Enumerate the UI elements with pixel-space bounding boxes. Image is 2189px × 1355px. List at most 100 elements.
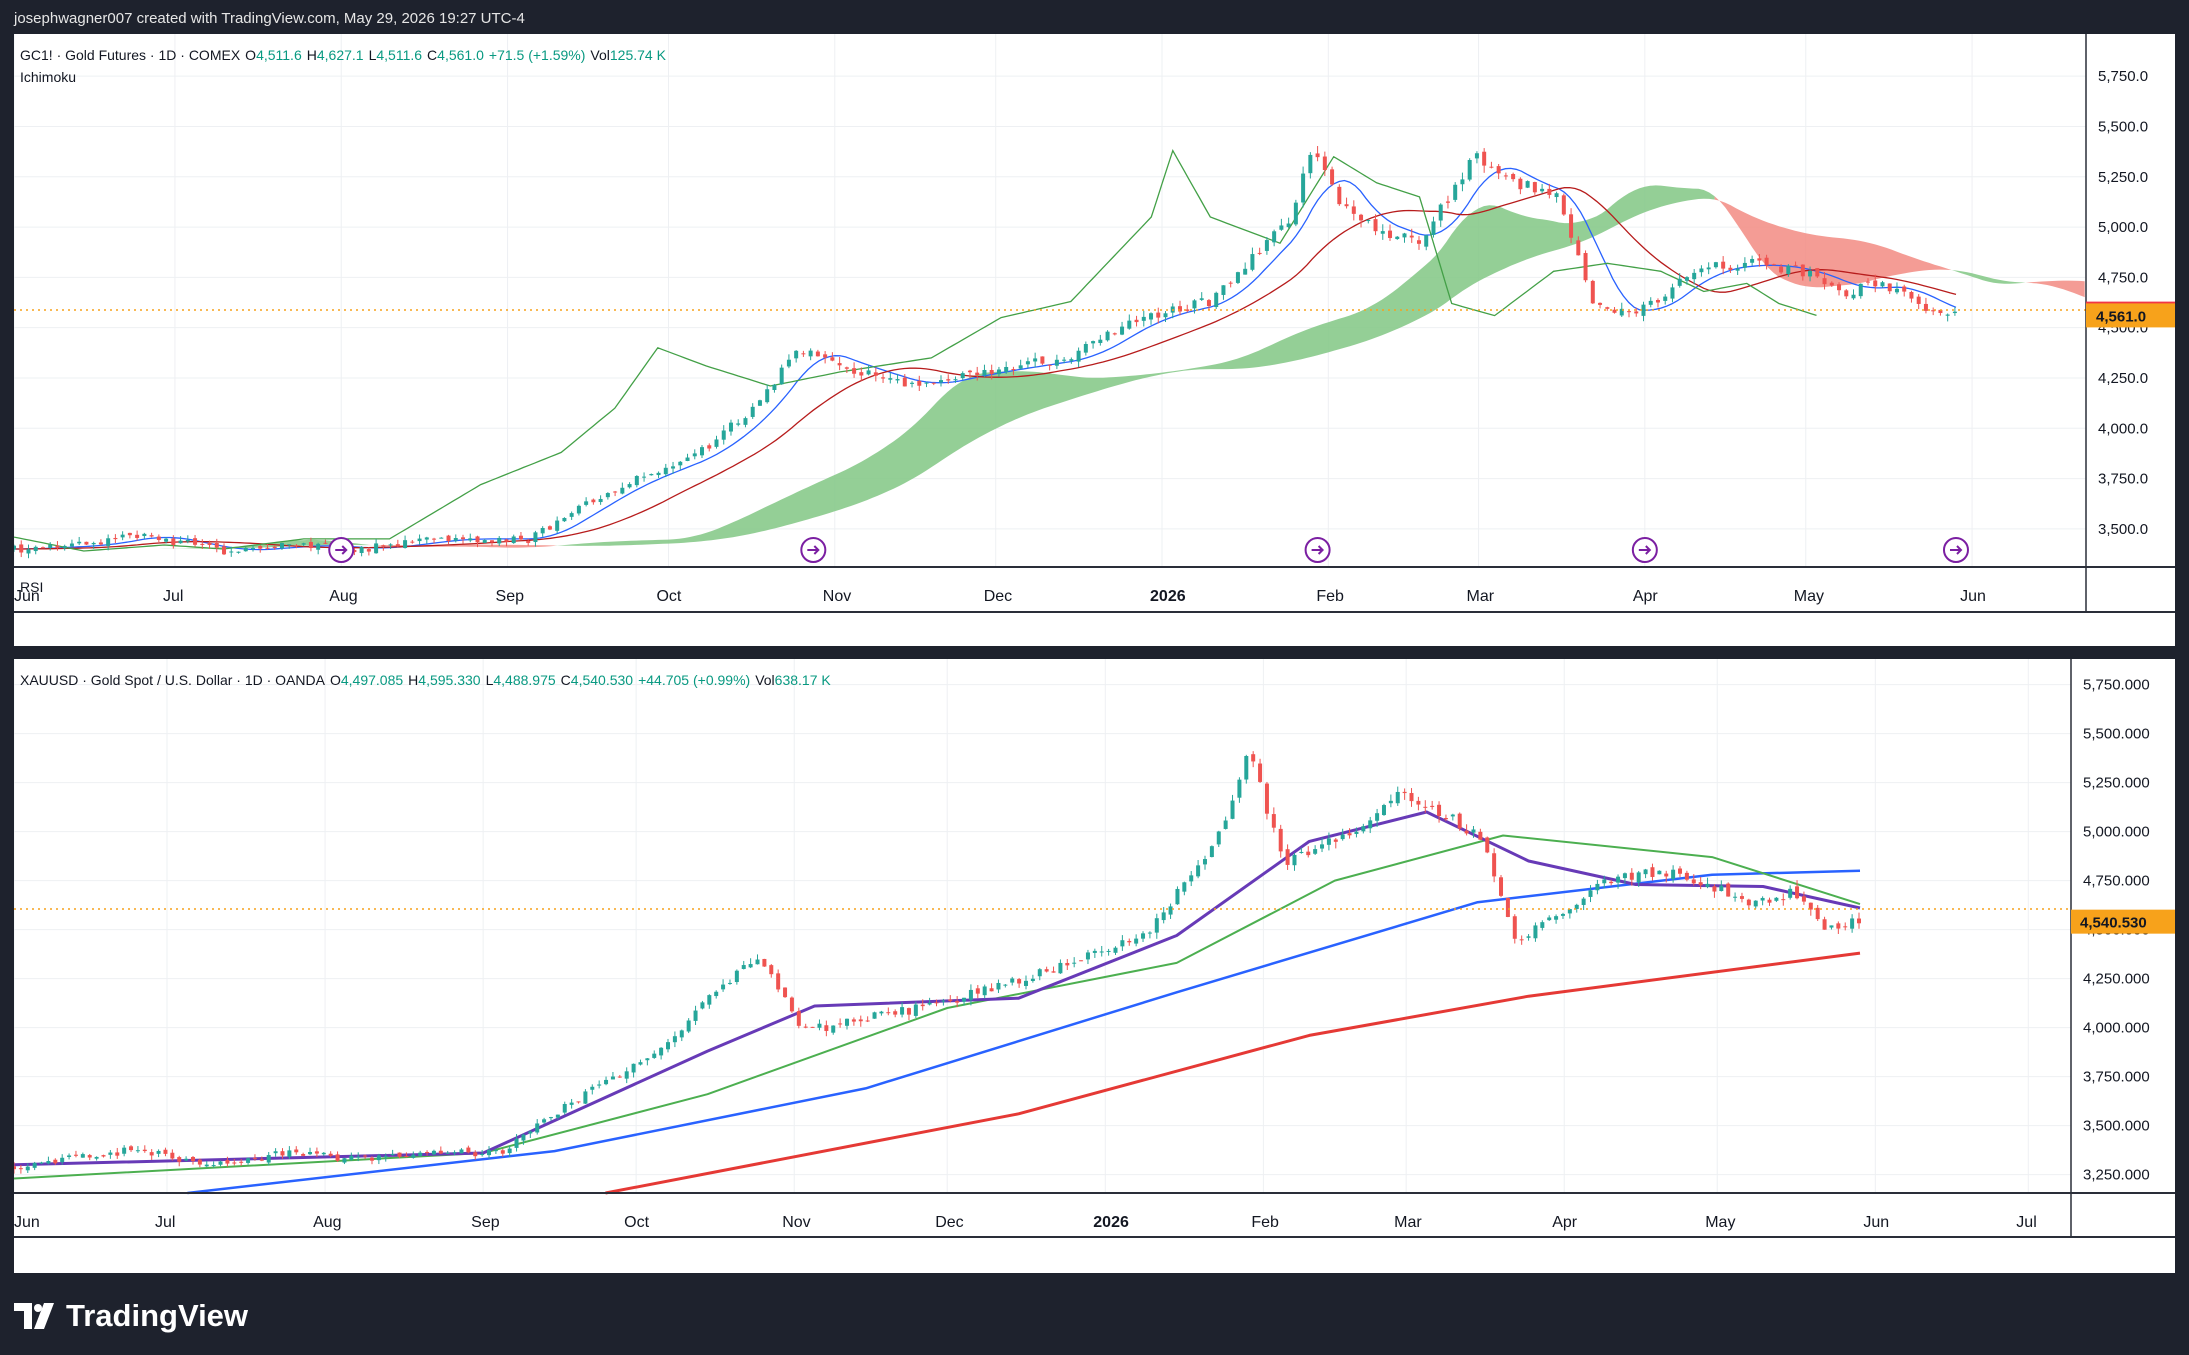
- candle-body: [1800, 264, 1805, 277]
- candle-body: [1547, 917, 1552, 921]
- price-tick-label: 4,250.0: [2098, 370, 2148, 387]
- marker-arrow: [1949, 545, 1963, 555]
- tradingview-logo[interactable]: TradingView: [14, 1298, 248, 1334]
- candle-body: [106, 538, 111, 546]
- candle-body: [1306, 851, 1311, 856]
- candle-body: [14, 545, 16, 550]
- candle-body: [1511, 174, 1516, 180]
- indicator-label[interactable]: Ichimoku: [20, 69, 76, 85]
- candle-body: [246, 1158, 251, 1163]
- candle-body: [1540, 188, 1545, 192]
- candle-body: [934, 1002, 939, 1004]
- price-tick-label: 3,750.000: [2083, 1069, 2150, 1086]
- candle-body: [810, 1026, 815, 1028]
- candle-body: [229, 551, 234, 553]
- candle-body: [1134, 319, 1139, 323]
- candle-body: [69, 543, 74, 547]
- candle-body: [1196, 865, 1201, 877]
- candle-body: [1719, 885, 1724, 892]
- candle-body: [1822, 919, 1827, 930]
- candle-body: [1829, 282, 1834, 286]
- candle-body: [652, 1053, 657, 1058]
- candle-body: [707, 995, 712, 1005]
- candle-body: [397, 1152, 402, 1157]
- price-tick-label: 4,750.0: [2098, 269, 2148, 286]
- candle-body: [222, 546, 227, 555]
- candle-body: [748, 964, 753, 968]
- candle-body: [1320, 844, 1325, 849]
- candle-body: [98, 542, 103, 545]
- candle-body: [60, 1157, 65, 1163]
- rsi-label[interactable]: RSI: [20, 579, 43, 595]
- time-tick-label: Dec: [935, 1214, 963, 1231]
- candle-body: [170, 1152, 175, 1159]
- candle-body: [411, 1154, 416, 1158]
- candle-body: [1105, 331, 1110, 341]
- candle-body: [1478, 831, 1483, 840]
- candle-body: [19, 544, 24, 553]
- xauusd-chart-panel[interactable]: 5,750.000 5,500.000 5,250.000 5,000.000 4,75…: [14, 659, 2175, 1273]
- current-price-tag: [2071, 909, 2175, 934]
- candle-body: [218, 1161, 223, 1165]
- candle-body: [316, 543, 321, 550]
- candle-body: [439, 537, 444, 539]
- candle-body: [844, 367, 849, 369]
- candle-body: [1726, 883, 1731, 897]
- candle-body: [265, 547, 270, 549]
- candle-body: [1815, 907, 1820, 920]
- candle-body: [975, 988, 980, 994]
- xauusd-chart[interactable]: 5,750.000 5,500.000 5,250.000 5,000.000 4,75…: [14, 659, 2175, 1273]
- candle-body: [1453, 184, 1458, 200]
- candle-body: [521, 1134, 526, 1141]
- candle-body: [693, 1010, 698, 1021]
- candle-body: [1641, 304, 1646, 316]
- candle-body: [801, 353, 806, 355]
- marker-arrow: [1311, 545, 1325, 555]
- candle-body: [1595, 883, 1600, 891]
- candle-body: [468, 538, 473, 541]
- time-tick-label: Nov: [782, 1214, 810, 1231]
- candle-body: [714, 439, 719, 447]
- candle-body: [1760, 897, 1765, 901]
- time-tick-label: Feb: [1251, 1214, 1279, 1231]
- candle-body: [824, 1025, 829, 1031]
- gc-futures-chart-panel[interactable]: 5,750.0 5,500.0 5,250.0 5,000.0 4,750.0 4,500…: [14, 34, 2175, 646]
- candle-body: [1085, 952, 1090, 960]
- candle-body: [1650, 867, 1655, 877]
- sma100-line: [187, 869, 1861, 1195]
- candle-body: [445, 1152, 450, 1154]
- candle-body: [769, 965, 774, 975]
- candle-body: [996, 982, 1001, 990]
- attribution-banner: josephwagner007 created with TradingView…: [14, 10, 525, 27]
- candle-body: [1843, 926, 1848, 928]
- candle-body: [432, 538, 437, 540]
- candle-body: [511, 536, 516, 544]
- time-tick-label: Oct: [624, 1214, 649, 1231]
- candle-body: [1092, 950, 1097, 953]
- price-tick-label: 5,000.000: [2083, 824, 2150, 841]
- candle-body: [1648, 300, 1653, 305]
- candle-body: [177, 1157, 182, 1162]
- candle-body: [823, 354, 828, 358]
- candle-body: [135, 534, 140, 538]
- candle-body: [1858, 283, 1863, 297]
- candle-body: [91, 542, 96, 545]
- candle-body: [1127, 320, 1132, 329]
- current-price-tag-label: 4,561.0: [2096, 308, 2146, 325]
- candle-body: [1857, 918, 1861, 924]
- candle-body: [272, 546, 277, 548]
- candle-body: [1443, 818, 1448, 820]
- candle-body: [590, 1086, 595, 1090]
- candle-body: [1351, 206, 1356, 214]
- candle-body: [101, 1155, 106, 1157]
- candle-body: [211, 1165, 216, 1167]
- candle-body: [87, 1155, 92, 1158]
- candle-body: [1330, 169, 1335, 185]
- candle-body: [1581, 898, 1586, 905]
- candle-body: [989, 988, 994, 992]
- candle-body: [1099, 951, 1104, 953]
- candle-body: [1416, 800, 1421, 805]
- gc-futures-chart[interactable]: 5,750.05,500.05,250.05,000.04,750.04,500…: [14, 34, 2175, 646]
- candle-body: [913, 1004, 918, 1016]
- candle-body: [438, 1150, 443, 1154]
